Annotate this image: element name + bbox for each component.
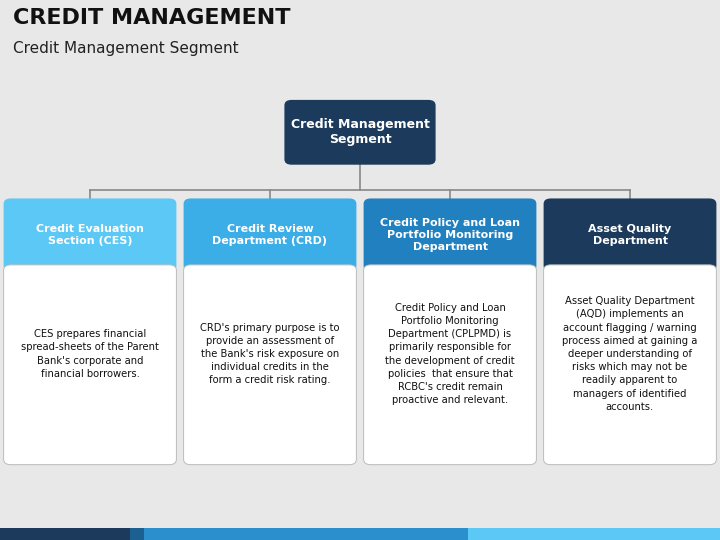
Text: Credit Management Segment: Credit Management Segment — [13, 40, 238, 56]
Bar — [144, 528, 468, 540]
Text: CREDIT MANAGEMENT: CREDIT MANAGEMENT — [13, 8, 290, 28]
Text: Asset Quality
Department: Asset Quality Department — [588, 224, 672, 246]
FancyBboxPatch shape — [4, 199, 176, 271]
Text: Credit Review
Department (CRD): Credit Review Department (CRD) — [212, 224, 328, 246]
Text: Credit Management
Segment: Credit Management Segment — [291, 118, 429, 146]
Bar — [130, 528, 144, 540]
Bar — [468, 528, 720, 540]
FancyBboxPatch shape — [544, 265, 716, 464]
FancyBboxPatch shape — [544, 199, 716, 271]
Text: CRD's primary purpose is to
provide an assessment of
the Bank's risk exposure on: CRD's primary purpose is to provide an a… — [200, 322, 340, 386]
FancyBboxPatch shape — [364, 199, 536, 271]
FancyBboxPatch shape — [184, 265, 356, 464]
Text: CES prepares financial
spread-sheets of the Parent
Bank's corporate and
financia: CES prepares financial spread-sheets of … — [21, 329, 159, 379]
Text: Asset Quality Department
(AQD) implements an
account flagging / warning
process : Asset Quality Department (AQD) implement… — [562, 296, 698, 412]
FancyBboxPatch shape — [184, 199, 356, 271]
FancyBboxPatch shape — [364, 265, 536, 464]
Text: Credit Evaluation
Section (CES): Credit Evaluation Section (CES) — [36, 224, 144, 246]
Text: Credit Policy and Loan
Portfolio Monitoring
Department (CPLPMD) is
primarily res: Credit Policy and Loan Portfolio Monitor… — [385, 303, 515, 405]
Text: Credit Policy and Loan
Portfolio Monitoring
Department: Credit Policy and Loan Portfolio Monitor… — [380, 218, 520, 252]
FancyBboxPatch shape — [4, 265, 176, 464]
FancyBboxPatch shape — [284, 100, 436, 165]
Bar — [0, 528, 130, 540]
